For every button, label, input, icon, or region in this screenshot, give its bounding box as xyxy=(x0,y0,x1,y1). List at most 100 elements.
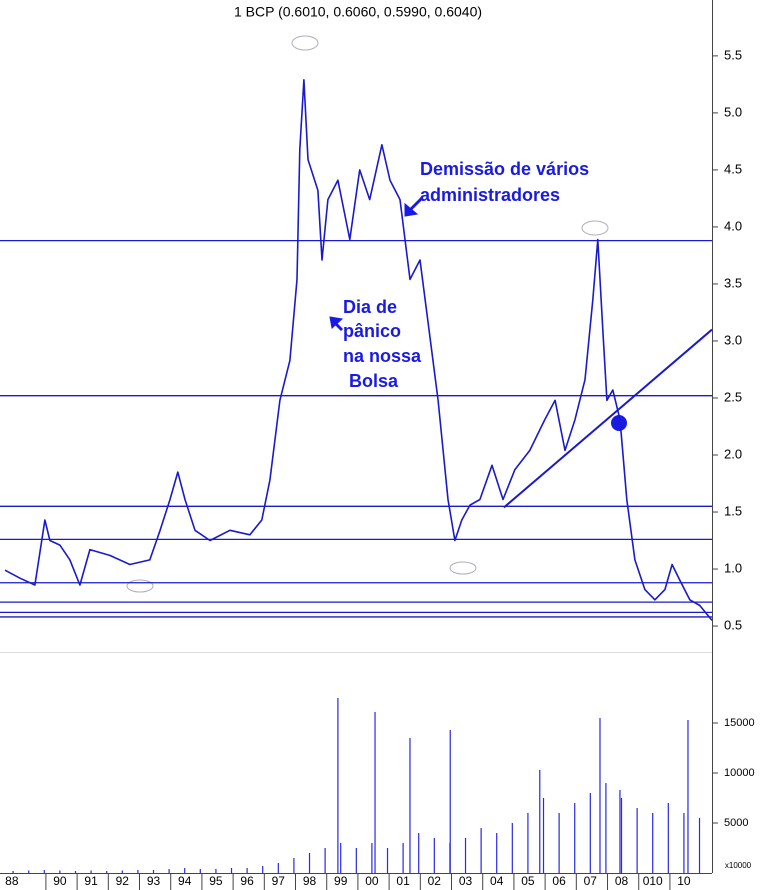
volume-bar xyxy=(371,843,373,873)
annotation-line: Bolsa xyxy=(349,371,399,391)
volume-bar xyxy=(402,843,404,873)
y-tick-label: 1.0 xyxy=(724,560,742,575)
y-tick-label: 5.5 xyxy=(724,47,742,62)
arrows xyxy=(329,196,424,332)
y-tick-label: 5000 xyxy=(724,817,748,829)
volume-bar xyxy=(539,770,541,873)
volume-bar xyxy=(59,870,61,873)
volume-bar xyxy=(355,848,357,873)
volume-bar xyxy=(589,793,591,873)
volume-bar xyxy=(137,870,139,873)
y-tick-label: 3.5 xyxy=(724,275,742,290)
volume-bar xyxy=(106,871,108,873)
volume-bar xyxy=(574,803,576,873)
x-tick-label: 95 xyxy=(209,874,223,888)
x-tick-label: 91 xyxy=(84,874,98,888)
volume-bar xyxy=(667,803,669,873)
volume-bar xyxy=(28,870,30,873)
y-tick-label: 4.5 xyxy=(724,161,742,176)
volume-bar xyxy=(308,853,311,873)
x-tick-label: 08 xyxy=(615,874,629,888)
volume-bar xyxy=(683,813,685,873)
volume-bar xyxy=(480,828,482,873)
x-tick-label: 06 xyxy=(552,874,566,888)
volume-bar xyxy=(337,698,339,873)
volume-bar xyxy=(152,870,155,873)
bear-icon xyxy=(581,220,609,236)
volume-bar xyxy=(599,718,601,873)
volume-bar xyxy=(386,848,389,873)
y-tick-label: 4.0 xyxy=(724,218,742,233)
x-tick-label: 05 xyxy=(521,874,535,888)
bear-icon xyxy=(291,35,319,51)
volume-bar xyxy=(636,808,638,873)
annotation-line: administradores xyxy=(420,185,560,205)
y-tick-label: 1.5 xyxy=(724,503,742,518)
volume-bar xyxy=(620,798,623,873)
x-tick-label: 97 xyxy=(272,874,286,888)
unit-label: x10000 xyxy=(725,861,752,870)
volume-bar xyxy=(511,823,513,873)
x-tick-label: 94 xyxy=(178,874,192,888)
x-tick-label: 00 xyxy=(365,874,379,888)
highlight-dot xyxy=(611,415,627,431)
x-tick-label: 03 xyxy=(459,874,473,888)
x-tick-label: 02 xyxy=(428,874,442,888)
volume-bar xyxy=(293,858,295,873)
x-tick-label: 88 xyxy=(5,874,19,888)
x-tick-label: 04 xyxy=(490,874,504,888)
y-tick-label: 15000 xyxy=(724,717,755,729)
volume-bar xyxy=(409,738,411,873)
volume-bar xyxy=(605,783,607,873)
volume-bar xyxy=(687,720,689,873)
volume-bar xyxy=(449,730,451,873)
volume-bar xyxy=(90,870,92,873)
volume-bar xyxy=(277,863,279,873)
arrow-head xyxy=(404,202,419,217)
x-tick-label: 01 xyxy=(396,874,410,888)
volume-bar xyxy=(43,870,45,873)
x-tick-label: 92 xyxy=(116,874,130,888)
x-tick-label: 010 xyxy=(643,874,663,888)
volume-bar xyxy=(652,813,654,873)
y-tick-label: 2.5 xyxy=(724,389,742,404)
volume-bar xyxy=(527,813,529,873)
y-tick-label: 2.0 xyxy=(724,446,742,461)
annotation-demissao: Demissão de vários administradores xyxy=(420,159,589,205)
volume-bar xyxy=(340,843,342,873)
animal-icons xyxy=(126,35,609,593)
bull-icon xyxy=(126,579,154,593)
annotation-panico: Dia de pânico na nossa Bolsa xyxy=(343,297,422,391)
volume-bar xyxy=(168,869,170,873)
bull-icon xyxy=(449,561,477,575)
y-tick-label: 10000 xyxy=(724,767,755,779)
volume-bar xyxy=(698,818,701,873)
volume-bar xyxy=(199,869,201,873)
arrow-head xyxy=(329,316,344,329)
x-tick-label: 07 xyxy=(584,874,598,888)
volume-bar xyxy=(230,868,233,873)
annotation-line: pânico xyxy=(343,321,401,341)
annotation-line: Demissão de vários xyxy=(420,159,589,179)
volume-bar xyxy=(374,712,376,873)
y-tick-label: 0.5 xyxy=(724,617,742,632)
x-tick-label: 99 xyxy=(334,874,348,888)
x-tick-label: 96 xyxy=(240,874,254,888)
volume-bar xyxy=(558,813,560,873)
x-tick-label: 90 xyxy=(53,874,67,888)
volume-bar xyxy=(74,871,77,873)
annotation-line: na nossa xyxy=(343,346,422,366)
x-tick-label: 10 xyxy=(677,874,691,888)
volume-bar xyxy=(246,868,248,873)
volume-bar xyxy=(262,866,264,873)
chart-title: 1 BCP (0.6010, 0.6060, 0.5990, 0.6040) xyxy=(234,4,482,20)
trend-line xyxy=(503,328,713,509)
volume-bar xyxy=(619,790,621,873)
x-tick-label: 93 xyxy=(147,874,161,888)
volume-bar xyxy=(496,833,498,873)
price-line xyxy=(4,79,713,621)
y-tick-label: 3.0 xyxy=(724,332,742,347)
volume-bar xyxy=(324,848,326,873)
volume-bar xyxy=(184,868,186,873)
